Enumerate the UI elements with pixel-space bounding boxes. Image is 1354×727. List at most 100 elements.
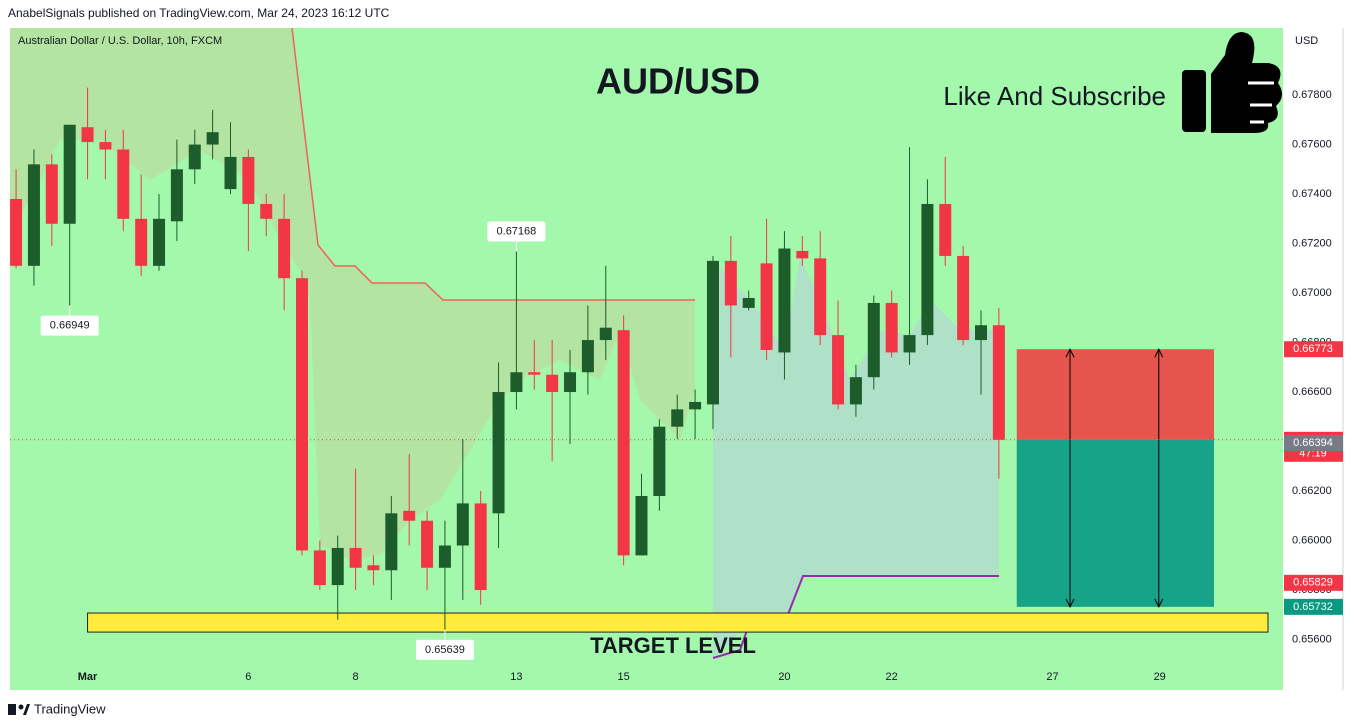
x-tick-label: 29 xyxy=(1154,671,1166,683)
stop-zone xyxy=(1016,349,1215,440)
target-zone xyxy=(87,612,1269,633)
extreme-label: 0.65639 xyxy=(425,644,465,656)
candle-body xyxy=(456,503,469,546)
symbol-label: Australian Dollar / U.S. Dollar, 10h, FX… xyxy=(18,35,222,47)
candle-body xyxy=(63,124,76,224)
extreme-box xyxy=(40,315,99,336)
candle-body xyxy=(295,278,308,551)
candle-body xyxy=(27,164,40,266)
candle-body xyxy=(10,199,23,266)
candle-body xyxy=(492,392,505,514)
chart-title: AUD/USD xyxy=(596,61,760,102)
currency-label: USD xyxy=(1295,35,1318,47)
candle-body xyxy=(975,325,988,341)
candle-body xyxy=(706,260,719,405)
candle-body xyxy=(45,164,58,224)
price-tag-label: 0.66773 xyxy=(1293,343,1333,355)
target-profit-zone xyxy=(1016,439,1215,607)
x-tick-label: 20 xyxy=(778,671,790,683)
candle-body xyxy=(331,547,344,586)
candle-body xyxy=(260,203,273,219)
candle-body xyxy=(510,372,523,393)
candle-body xyxy=(724,260,737,306)
price-tag-label: 0.65829 xyxy=(1293,577,1333,589)
y-tick-label: 0.65600 xyxy=(1292,633,1332,645)
candle-body xyxy=(564,372,577,393)
candle-body xyxy=(349,547,362,568)
candle-body xyxy=(153,218,166,266)
candle-body xyxy=(278,218,291,279)
candle-body xyxy=(438,545,451,568)
candle-body xyxy=(224,156,237,190)
candle-body xyxy=(599,327,612,341)
measure-arrow xyxy=(1065,348,1075,608)
footer-logo xyxy=(8,704,30,715)
candle-body xyxy=(742,297,755,308)
candle-body xyxy=(99,142,112,150)
candle-body xyxy=(778,248,791,353)
candle-body xyxy=(117,149,130,219)
candle-body xyxy=(796,250,809,259)
candle-body xyxy=(671,409,684,427)
candle-body xyxy=(421,520,434,568)
candle-body xyxy=(939,203,952,256)
candle-body xyxy=(992,325,1005,440)
x-tick-label: 13 xyxy=(510,671,522,683)
candle-body xyxy=(135,218,148,266)
candle-body xyxy=(617,330,630,556)
candle-body xyxy=(403,510,416,521)
price-tag xyxy=(1284,574,1343,591)
candle-body xyxy=(832,335,845,405)
candle-body xyxy=(81,127,94,143)
price-tag xyxy=(1284,598,1343,615)
candle-body xyxy=(814,258,827,336)
measure-arrow xyxy=(1154,348,1164,608)
candle-body xyxy=(921,203,934,336)
candle-body xyxy=(867,302,880,378)
price-tag-label: 0.65732 xyxy=(1293,601,1333,613)
y-tick-label: 0.67400 xyxy=(1292,188,1332,200)
published-note: AnabelSignals published on TradingView.c… xyxy=(8,6,390,20)
x-tick-label: 15 xyxy=(618,671,630,683)
y-tick-label: 0.66600 xyxy=(1292,386,1332,398)
y-tick-label: 0.66000 xyxy=(1292,534,1332,546)
candle-body xyxy=(188,144,201,170)
extreme-box xyxy=(487,221,546,242)
target-label: TARGET LEVEL xyxy=(590,633,756,658)
y-tick-label: 0.67800 xyxy=(1292,89,1332,101)
price-tag-label: 0.66394 xyxy=(1293,437,1333,449)
candle-body xyxy=(849,377,862,405)
y-tick-label: 0.67200 xyxy=(1292,237,1332,249)
x-tick-label: Mar xyxy=(78,671,98,683)
candle-body xyxy=(635,495,648,556)
thumbs-up-icon xyxy=(1182,32,1283,133)
candle-body xyxy=(885,302,898,353)
candle-body xyxy=(546,374,559,393)
extreme-label: 0.66949 xyxy=(50,320,90,332)
candle-body xyxy=(367,565,380,571)
extreme-box xyxy=(415,639,474,660)
indicator-cloud xyxy=(10,28,695,560)
y-tick-label: 0.66200 xyxy=(1292,485,1332,497)
candle-body xyxy=(528,372,541,375)
x-tick-label: 8 xyxy=(353,671,359,683)
annotation: Like And Subscribe xyxy=(943,81,1166,111)
x-tick-label: 27 xyxy=(1046,671,1058,683)
candle-body xyxy=(581,340,594,373)
candle-body xyxy=(760,263,773,350)
candle-body xyxy=(206,132,219,145)
candle-body xyxy=(653,426,666,496)
candle-body xyxy=(903,335,916,353)
indicator-line xyxy=(291,27,695,301)
candle-body xyxy=(474,503,487,591)
y-tick-label: 0.67000 xyxy=(1292,287,1332,299)
price-tag xyxy=(1284,435,1343,452)
candle-body xyxy=(689,401,702,410)
footer-brand: TradingView xyxy=(34,701,106,716)
x-tick-label: 6 xyxy=(245,671,251,683)
candle-body xyxy=(313,550,326,586)
y-tick-label: 0.67600 xyxy=(1292,138,1332,150)
candle-body xyxy=(957,255,970,341)
x-tick-label: 22 xyxy=(886,671,898,683)
